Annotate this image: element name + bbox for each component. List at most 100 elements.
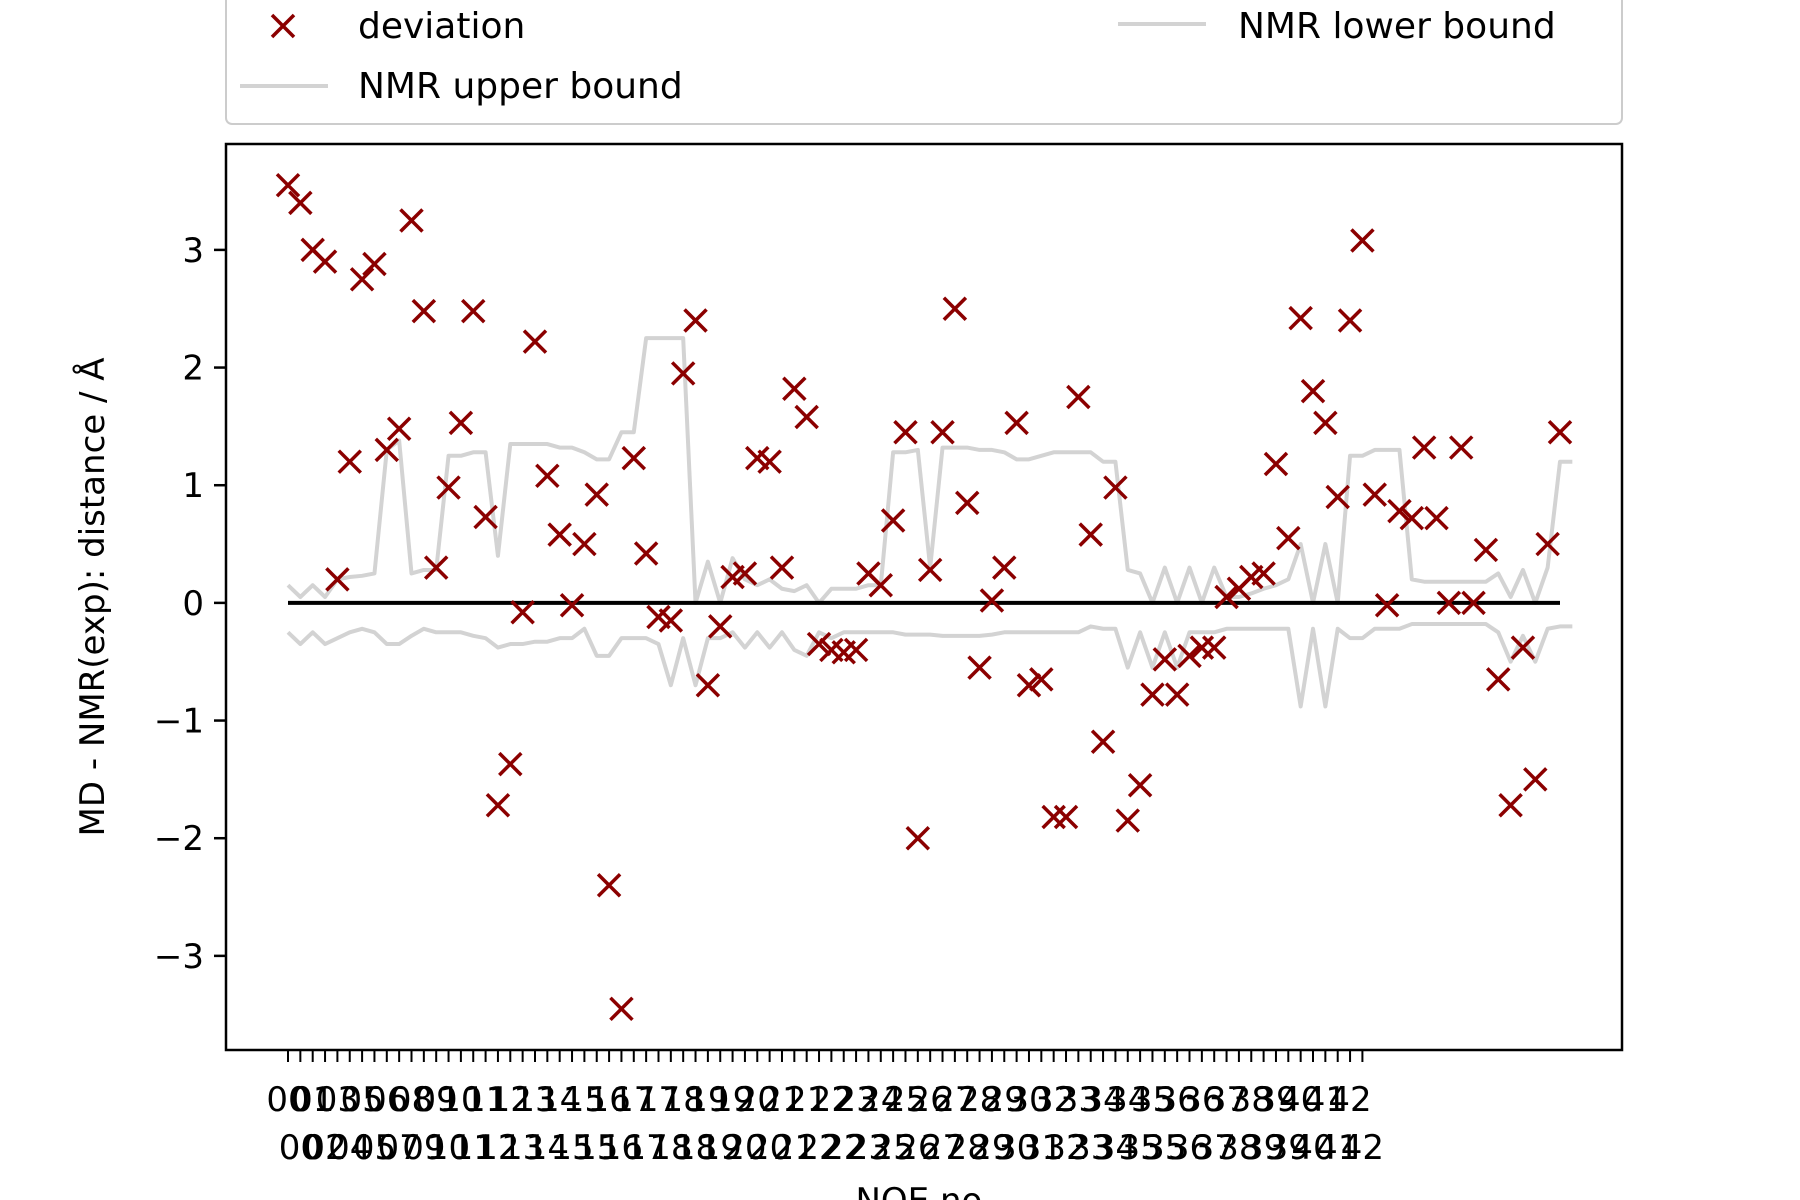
deviation-point	[1115, 808, 1141, 833]
deviation-point	[1547, 420, 1573, 445]
nmr-lower-bound-line	[286, 622, 1573, 709]
x-tick-label: 34	[1106, 1080, 1149, 1120]
deviation-point	[1152, 647, 1178, 672]
deviation-point-stroke	[1362, 482, 1387, 507]
x-tick-label: 40	[1279, 1080, 1322, 1120]
deviation-point	[1201, 635, 1227, 660]
deviation-point	[683, 308, 708, 333]
x-tick-label: 32	[1044, 1128, 1087, 1168]
deviation-point	[954, 490, 980, 516]
deviation-point-stroke	[868, 572, 894, 598]
deviation-point	[312, 249, 338, 274]
x-tick-label: 18	[674, 1128, 717, 1168]
deviation-point-stroke	[572, 531, 597, 557]
x-tick-label: 20	[736, 1080, 779, 1120]
deviation-point-stroke	[498, 751, 523, 777]
deviation-point-stroke	[1053, 804, 1079, 830]
deviation-point	[337, 449, 362, 474]
deviation-point	[1362, 482, 1387, 507]
x-tick-label: 35	[1118, 1128, 1161, 1168]
x-tick-label: 07	[378, 1128, 421, 1168]
deviation-point	[325, 567, 350, 592]
deviation-point	[843, 637, 869, 663]
deviation-point-stroke	[1424, 505, 1449, 531]
deviation-point-stroke	[930, 420, 955, 445]
deviation-point	[1313, 410, 1338, 436]
deviation-point-stroke	[1461, 590, 1486, 616]
deviation-point	[423, 555, 449, 580]
deviation-point-stroke	[683, 308, 708, 333]
x-tick-label: 19	[711, 1080, 754, 1120]
deviation-point	[609, 996, 634, 1022]
x-tick-label: 22	[810, 1080, 853, 1120]
x-tick-label: 00	[266, 1080, 309, 1120]
x-tick-label: 41	[1304, 1080, 1347, 1120]
deviation-point-stroke	[782, 376, 807, 401]
x-tick-label: 28	[946, 1128, 989, 1168]
x-tick-label: 16	[600, 1128, 643, 1168]
deviation-point-stroke	[819, 637, 844, 663]
deviation-point-stroke	[1325, 484, 1350, 510]
deviation-point-stroke	[374, 437, 400, 463]
x-tick-label: 15	[563, 1080, 606, 1120]
deviation-point	[670, 361, 696, 386]
deviation-point	[1387, 498, 1412, 524]
deviation-point	[1436, 590, 1462, 616]
deviation-point	[782, 376, 807, 401]
deviation-point	[1103, 475, 1128, 500]
x-tick-label: 25	[884, 1080, 927, 1120]
deviation-point-stroke	[461, 298, 486, 324]
deviation-point	[386, 416, 412, 441]
deviation-point-stroke	[942, 296, 968, 321]
deviation-point	[473, 504, 498, 530]
deviation-point	[349, 267, 375, 292]
deviation-point	[1300, 378, 1326, 404]
deviation-point	[1066, 384, 1091, 410]
deviation-point-stroke	[917, 557, 943, 583]
deviation-point	[498, 751, 523, 777]
x-tick-label: 10	[439, 1080, 482, 1120]
deviation-point	[868, 572, 894, 598]
deviation-point-stroke	[1029, 667, 1054, 692]
x-tick-label: 42	[1341, 1128, 1384, 1168]
x-tick-label: 39	[1267, 1128, 1310, 1168]
y-tick-label: −3	[154, 937, 204, 977]
deviation-point-stroke	[596, 873, 622, 898]
deviation-point	[275, 172, 301, 198]
deviation-point	[633, 541, 659, 566]
deviation-point-stroke	[1004, 410, 1029, 436]
deviation-point-stroke	[510, 600, 535, 625]
deviation-point	[707, 614, 733, 639]
deviation-point-stroke	[1152, 647, 1178, 672]
deviation-point	[1337, 308, 1363, 333]
deviation-point-stroke	[584, 482, 609, 507]
y-tick-label: 1	[182, 466, 204, 506]
deviation-point	[1004, 410, 1029, 436]
y-tick-label: 0	[182, 584, 204, 624]
x-tick-label: 15	[550, 1128, 593, 1168]
deviation-point	[905, 825, 931, 851]
deviation-point-stroke	[1090, 729, 1116, 754]
deviation-point	[399, 208, 424, 233]
deviation-point	[1053, 804, 1079, 830]
x-tick-label: 11	[452, 1128, 495, 1168]
deviation-point-stroke	[1164, 682, 1190, 707]
x-tick-label: 00	[279, 1128, 322, 1168]
x-tick-label: 31	[1020, 1128, 1063, 1168]
deviation-point	[596, 873, 622, 898]
deviation-point-stroke	[1523, 767, 1548, 792]
deviation-point	[448, 410, 474, 436]
deviation-point-stroke	[1411, 435, 1437, 460]
x-tick-label: 22	[797, 1128, 840, 1168]
x-tick-label: 42	[1328, 1080, 1371, 1120]
x-tick-label: 29	[983, 1080, 1026, 1120]
x-tick-label: 25	[871, 1128, 914, 1168]
deviation-point	[893, 420, 918, 445]
deviation-point	[1424, 505, 1449, 531]
x-tick-label: 09	[415, 1080, 458, 1120]
deviation-point-stroke	[670, 361, 696, 386]
deviation-point	[535, 463, 560, 489]
deviation-point-stroke	[1214, 584, 1239, 610]
x-tick-label: 24	[859, 1080, 902, 1120]
